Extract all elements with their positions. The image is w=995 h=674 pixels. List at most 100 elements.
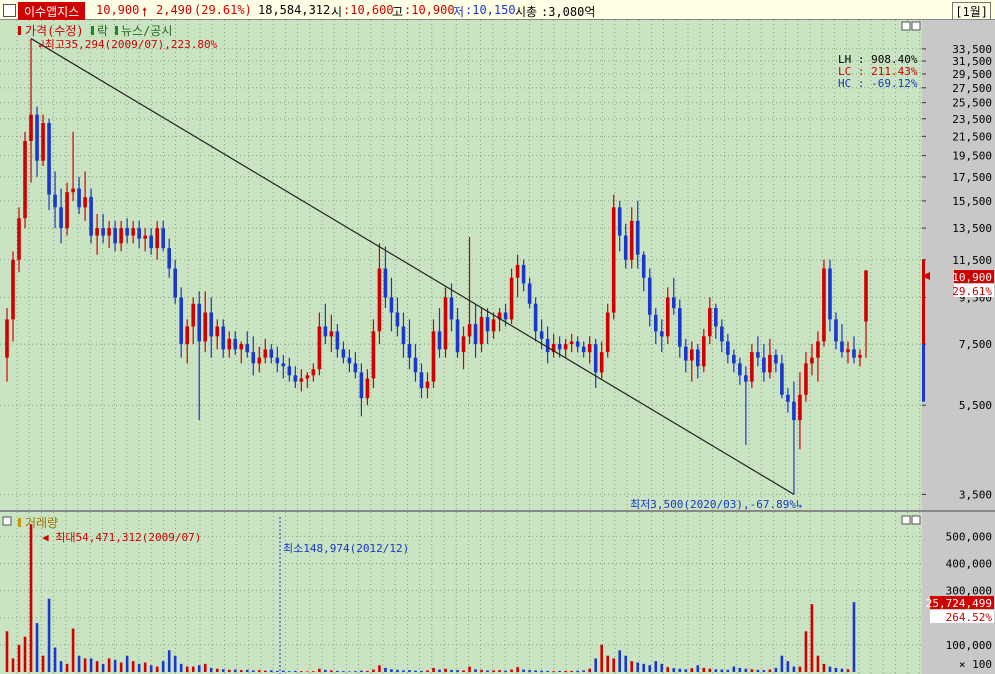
candle-body [768, 354, 772, 373]
volume-bar [137, 663, 141, 672]
candle-body [527, 283, 532, 304]
candle-body [41, 123, 45, 161]
volume-bar [822, 663, 826, 672]
candle-body [35, 114, 39, 161]
volume-bar [606, 655, 609, 672]
candle-body [347, 357, 352, 364]
candle-body [89, 197, 93, 236]
candle-body [551, 344, 556, 353]
candle-body [539, 331, 544, 339]
low-label: 저 [453, 5, 465, 19]
volume-legend-label[interactable]: 거래량 [25, 516, 58, 530]
daily-volume: 18,584,312 [258, 3, 331, 17]
lc-ratio: LC : 211.43% [838, 65, 918, 78]
volume-panel-control-icon[interactable] [901, 515, 921, 525]
candle-body [617, 207, 622, 236]
volume-bar [648, 665, 652, 672]
price-legend-label[interactable]: 가격(수정) [25, 24, 84, 38]
candle-body [569, 341, 574, 345]
candle-body [696, 349, 700, 367]
mcap-label: 시총 [515, 5, 538, 19]
volume-bar [125, 655, 129, 672]
candle-body [389, 297, 394, 313]
candle-body [822, 268, 826, 342]
lock-legend-marker [91, 26, 94, 35]
volume-bar [714, 669, 718, 672]
trend-line [30, 38, 795, 495]
stock-name[interactable]: 이수앱지스 [18, 2, 86, 21]
candle-body [83, 197, 87, 208]
volume-bar [594, 658, 597, 672]
candle-body [257, 357, 262, 364]
candle-body [269, 349, 274, 358]
candle-body [509, 277, 514, 320]
candle-body [227, 338, 232, 350]
volume-bar [750, 669, 754, 672]
price-tick-label: 27,500 [952, 82, 992, 95]
volume-tick-label: 400,000 [946, 557, 992, 570]
volume-bar [834, 667, 838, 672]
volume-bar [89, 658, 93, 672]
volume-bar [438, 669, 441, 672]
candle-body [834, 319, 838, 342]
candle-body [119, 228, 123, 244]
lock-legend-label[interactable]: 락 [97, 24, 108, 38]
open-label: 시 [331, 5, 343, 19]
volume-bar [173, 655, 177, 672]
price-tick-label: 13,500 [952, 222, 992, 235]
candle-body [113, 228, 117, 244]
volume-bar [510, 669, 513, 672]
price-tick-label: 21,500 [952, 130, 992, 143]
candle-body [353, 363, 358, 373]
period-selector[interactable]: [1월] [952, 2, 991, 21]
volume-legend-marker [18, 518, 21, 527]
price-panel-bg [0, 20, 922, 510]
price-legend-marker [18, 26, 21, 35]
volume-bar [534, 670, 537, 672]
candle-body [323, 326, 328, 337]
candle-body [677, 308, 682, 347]
volume-bar [540, 670, 543, 672]
candle-body [852, 349, 856, 358]
candle-body [143, 235, 147, 239]
candle-body [197, 303, 202, 342]
select-checkbox[interactable] [3, 4, 16, 17]
price-axis-bg [922, 20, 995, 510]
candle-body [371, 331, 376, 379]
volume-bar [161, 661, 165, 672]
volume-bar [528, 670, 531, 672]
hc-ratio: HC : -69.12% [838, 77, 918, 90]
volume-bar [53, 647, 57, 672]
candle-body [599, 352, 604, 373]
candle-body [179, 297, 184, 345]
price-panel-control-icon[interactable] [901, 21, 921, 31]
candle-body [455, 319, 460, 353]
high-label: 고 [392, 5, 404, 19]
price-tick-label: 7,500 [959, 338, 992, 351]
candle-body [263, 349, 268, 358]
candle-body [449, 297, 454, 320]
volume-bar [227, 669, 231, 672]
volume-bar [516, 667, 519, 672]
volume-panel-checkbox[interactable] [2, 516, 12, 526]
news-legend-label[interactable]: 뉴스/공시 [121, 24, 172, 38]
candle-body [467, 324, 472, 337]
candle-body [239, 344, 244, 350]
volume-bar [432, 667, 435, 672]
range-bar-up [922, 259, 925, 345]
candle-body [137, 228, 141, 239]
volume-bar [828, 666, 832, 672]
volume-bar [366, 670, 369, 672]
candle-body [647, 277, 652, 315]
volume-bar [221, 669, 225, 672]
volume-bar [203, 663, 207, 672]
candle-body [726, 341, 730, 355]
volume-bar [348, 671, 351, 672]
volume-bar [480, 669, 483, 672]
volume-bar [143, 662, 147, 672]
price-tick-label: 33,500 [952, 43, 992, 56]
volume-bar [468, 666, 471, 672]
candle-body [29, 114, 33, 141]
volume-bar [462, 670, 465, 672]
candle-body [858, 354, 862, 358]
